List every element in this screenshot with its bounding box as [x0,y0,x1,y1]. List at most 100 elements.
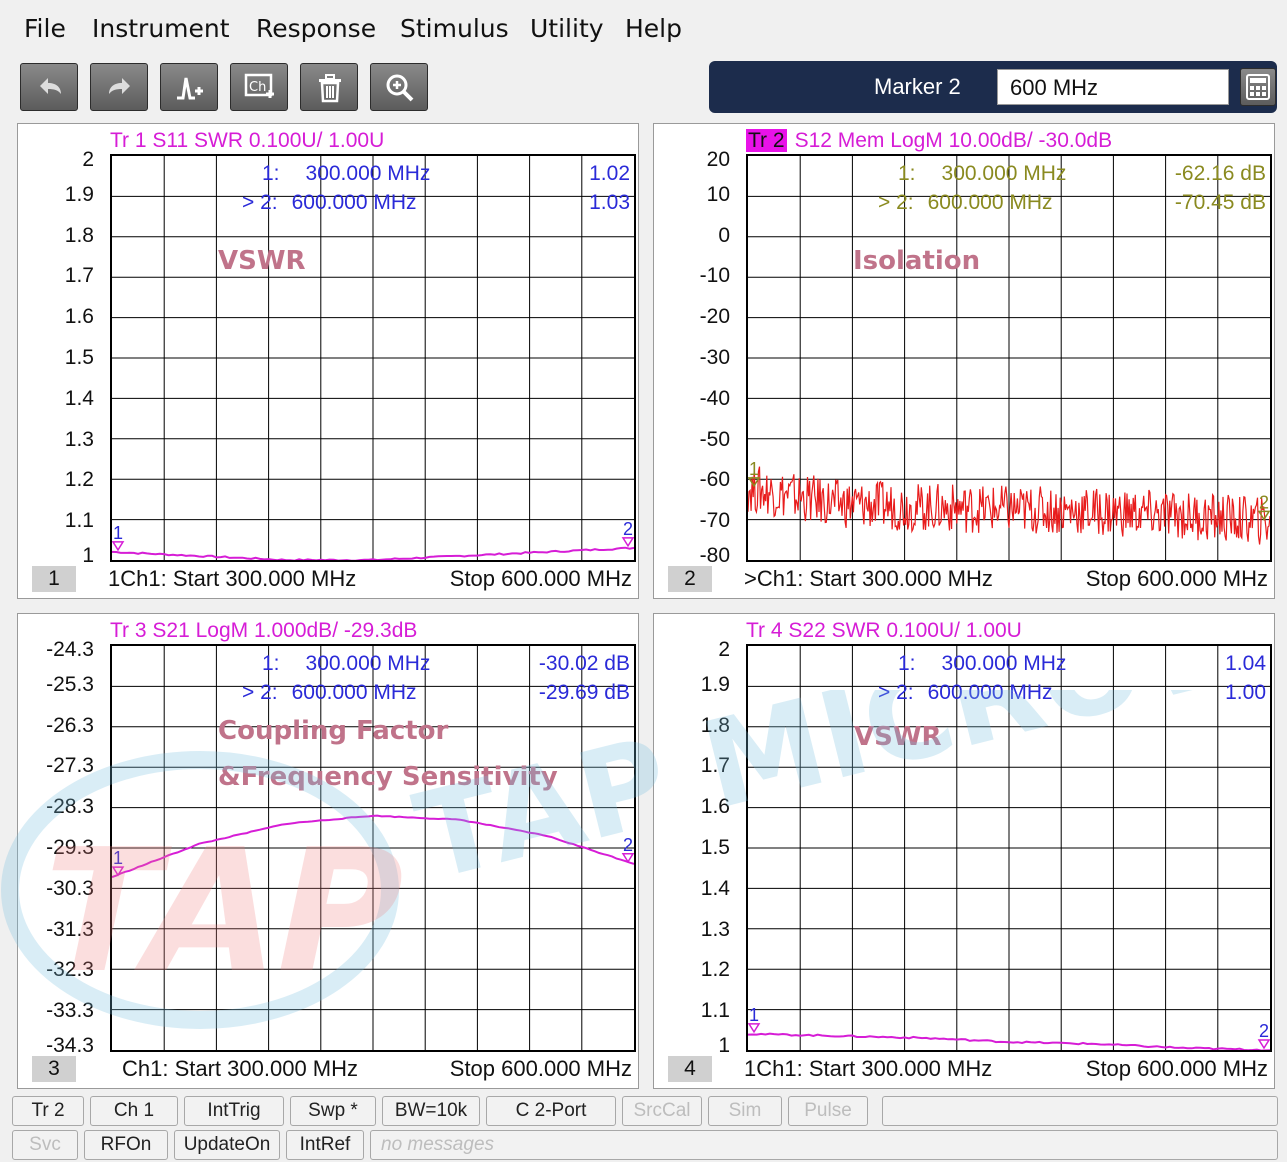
trace-line [112,814,634,879]
menu-help[interactable]: Help [625,14,682,43]
calculator-button[interactable] [1240,68,1276,106]
marker-readout-1: 1: 300.000 MHz [898,162,1066,186]
sweep-start-label[interactable]: 1Ch1: Start 300.000 MHz [744,1056,993,1081]
plot-area[interactable]: 1 2 1: 300.000 MHz 1.02 > 2: 600.000 MHz 1.03 VS… [110,154,636,562]
channel-button[interactable]: Ch [230,63,288,111]
panel-number[interactable]: 1 [32,566,76,592]
menu-stimulus[interactable]: Stimulus [400,14,509,43]
marker-readout-value: 1.00 [1225,681,1266,704]
trace-line [748,1032,1270,1050]
undo-button[interactable] [20,63,78,111]
y-tick-label: 1.4 [64,386,94,410]
y-tick-label: 1 [82,544,94,567]
sweep-start-label[interactable]: >Ch1: Start 300.000 MHz [744,566,993,591]
marker-readout-2: > 2: 600.000 MHz [878,681,1053,705]
y-tick-label: -26.3 [46,713,94,737]
marker-1-symbol [748,1023,761,1034]
sweep-stop-label[interactable]: Stop 600.000 MHz [449,1056,632,1081]
active-trace-chip[interactable]: Tr 2 [746,129,787,152]
y-tick-label: 1.1 [700,999,730,1023]
status-no-messages: no messages [370,1130,1278,1160]
menu-instrument[interactable]: Instrument [92,14,230,43]
marker-2-symbol [621,853,634,864]
sweep-stop-label[interactable]: Stop 600.000 MHz [449,566,632,591]
status-tr-2[interactable]: Tr 2 [12,1096,84,1126]
y-tick-label: 1.8 [64,223,94,247]
y-tick-label: -29.3 [46,836,94,859]
trace-annotation: Isolation [853,246,981,276]
y-tick-label: 1.5 [64,346,94,369]
trace-title: Tr 2 S12 Mem LogM 10.00dB/ -30.0dB [746,129,1112,153]
panel-number[interactable]: 3 [32,1056,76,1082]
trace-title: Tr 1 S11 SWR 0.100U/ 1.00U [110,129,384,153]
plot-area[interactable]: 1 2 1: 300.000 MHz -30.02 dB > 2: 600.000 MHz -… [110,644,636,1052]
marker-readout-label: 1: [898,162,916,185]
menu-utility[interactable]: Utility [530,14,604,43]
marker-readout-value: 1.02 [589,162,630,185]
menu-file[interactable]: File [24,14,66,43]
delete-button[interactable] [300,63,358,111]
status-bar-bottom: Svc RFOn UpdateOn IntRef no messages [0,1128,1287,1162]
y-tick-label: -70 [699,509,730,533]
trace-chart: 12 [748,156,1270,560]
marker-readout-label: > 2: [878,681,914,704]
marker-readout-freq: 600.000 MHz [927,191,1053,214]
marker-value-input[interactable]: 600 MHz [997,69,1229,105]
y-tick-label: -32.3 [46,958,94,982]
y-tick-label: 1.2 [700,958,730,982]
y-tick-label: -24.3 [46,638,94,661]
toolbar: Ch Marker 2 600 MHz [0,58,1287,118]
svg-text:Ch: Ch [249,80,266,95]
channel-icon: Ch [244,73,274,98]
add-marker-button[interactable] [160,63,218,111]
status-sim: Sim [708,1096,782,1126]
status-intref[interactable]: IntRef [286,1130,364,1160]
status-bw-10k[interactable]: BW=10k [382,1096,480,1126]
status-swp[interactable]: Swp * [290,1096,376,1126]
y-tick-label: -50 [699,427,730,451]
y-tick-label: -25.3 [46,672,94,696]
y-tick-label: 1.4 [700,876,730,900]
status-empty [882,1096,1278,1126]
y-tick-label: 1 [718,1034,730,1057]
y-tick-label: 0 [718,223,730,247]
sweep-start-label[interactable]: Ch1: Start 300.000 MHz [122,1056,359,1081]
sweep-stop-label[interactable]: Stop 600.000 MHz [1085,566,1268,591]
marker-readout-label: > 2: [878,191,914,214]
sweep-start-label[interactable]: 1Ch1: Start 300.000 MHz [108,566,357,591]
panel-footer: 1 1Ch1: Start 300.000 MHz Stop 600.000 MHz [18,560,638,598]
y-tick-label: -34.3 [46,1034,94,1057]
redo-button[interactable] [90,63,148,111]
y-tick-label: -60 [699,468,730,492]
status-inttrig[interactable]: IntTrig [184,1096,284,1126]
marker-readout-freq: 300.000 MHz [305,652,431,675]
trace-panel-1[interactable]: Tr 1 S11 SWR 0.100U/ 1.00U 2 1.9 1.8 1.7 1.6 1… [17,123,639,599]
trace-panel-4[interactable]: Tr 4 S22 SWR 0.100U/ 1.00U 2 1.9 1.8 1.7 1.6 1… [653,613,1275,1089]
marker-2-symbol [1257,510,1270,521]
trace-title-text: Tr 1 S11 SWR 0.100U/ 1.00U [110,129,385,152]
status-ch-1[interactable]: Ch 1 [90,1096,178,1126]
sweep-stop-label[interactable]: Stop 600.000 MHz [1085,1056,1268,1081]
marker-2-symbol [621,537,634,548]
trace-panel-2[interactable]: Tr 2 S12 Mem LogM 10.00dB/ -30.0dB 20 10 0 -1… [653,123,1275,599]
panel-number[interactable]: 2 [668,566,712,592]
zoom-button[interactable] [370,63,428,111]
marker-readout-freq: 300.000 MHz [941,162,1067,185]
marker-2-label: 2 [623,519,633,539]
trash-icon [319,74,341,103]
plot-area[interactable]: 1 2 1: 300.000 MHz -62.16 dB > 2: 600.000 MHz -… [746,154,1272,562]
status-updateon[interactable]: UpdateOn [174,1130,280,1160]
trace-panel-3[interactable]: Tr 3 S21 LogM 1.000dB/ -29.3dB -24.3 -25.3… [17,613,639,1089]
marker-2-symbol [1257,1039,1270,1050]
panel-number[interactable]: 4 [668,1056,712,1082]
trace-annotation: VSWR [854,722,942,752]
trace-annotation: &Frequency Sensitivity [218,762,558,792]
status-c-2-port[interactable]: C 2-Port [486,1096,616,1126]
marker-entry-panel: Marker 2 600 MHz [709,61,1277,113]
plot-area[interactable]: 1 2 1: 300.000 MHz 1.04 > 2: 600.000 MHz 1.00 VS… [746,644,1272,1052]
y-tick-label: 10 [706,182,730,206]
y-tick-label: -80 [699,544,730,567]
marker-1-symbol [112,541,125,552]
menu-response[interactable]: Response [256,14,377,43]
status-rfon[interactable]: RFOn [84,1130,168,1160]
